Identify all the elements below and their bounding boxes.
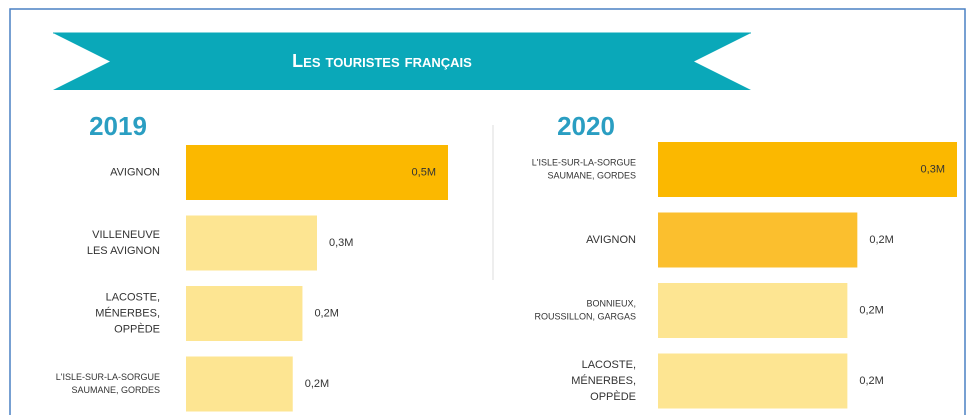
value-label: 0,3M xyxy=(921,163,945,175)
category-label: BONNIEUX, xyxy=(586,298,636,308)
bar xyxy=(658,142,957,197)
value-label: 0,2M xyxy=(305,378,329,390)
banner: Les touristes français xyxy=(53,32,751,90)
category-label: L'ISLE-SUR-LA-SORGUE xyxy=(532,157,636,167)
category-label: VILLENEUVE xyxy=(92,229,160,241)
value-label: 0,3M xyxy=(329,237,353,249)
frame xyxy=(9,8,966,415)
value-label: 0,2M xyxy=(859,375,883,387)
category-label: MÉNERBES, xyxy=(571,374,636,387)
bar xyxy=(186,356,293,412)
chart-2019: AVIGNON 0,5M VILLENEUVE LES AVIGNON 0,3M LACO… xyxy=(56,145,448,412)
chart-2020: L'ISLE-SUR-LA-SORGUE SAUMANE, GORDES 0,3M A… xyxy=(532,142,957,409)
category-label: AVIGNON xyxy=(110,166,160,178)
banner-title: Les touristes français xyxy=(292,51,472,71)
bar xyxy=(658,212,858,268)
category-label: LES AVIGNON xyxy=(87,245,160,257)
category-label: OPPÈDE xyxy=(114,322,160,335)
value-label: 0,2M xyxy=(314,307,338,319)
category-label: OPPÈDE xyxy=(590,390,636,403)
bar xyxy=(186,215,317,271)
bar xyxy=(658,353,848,409)
category-label: SAUMANE, GORDES xyxy=(71,385,160,395)
bar xyxy=(186,145,448,200)
value-label: 0,2M xyxy=(859,304,883,316)
banner-notch-right xyxy=(694,33,751,90)
bar xyxy=(186,286,303,341)
chart-title: 2020 xyxy=(557,111,615,141)
category-label: ROUSSILLON, GARGAS xyxy=(534,311,636,321)
chart-title: 2019 xyxy=(89,111,147,141)
category-label: LACOSTE, xyxy=(582,359,636,371)
category-label: AVIGNON xyxy=(586,234,636,246)
category-label: SAUMANE, GORDES xyxy=(547,170,636,180)
category-label: MÉNERBES, xyxy=(95,306,160,319)
category-label: L'ISLE-SUR-LA-SORGUE xyxy=(56,372,160,382)
value-label: 0,2M xyxy=(869,234,893,246)
category-label: LACOSTE, xyxy=(106,291,160,303)
banner-notch-left xyxy=(53,33,110,90)
bar xyxy=(658,283,848,338)
value-label: 0,5M xyxy=(412,166,436,178)
banner-bg xyxy=(53,33,751,90)
